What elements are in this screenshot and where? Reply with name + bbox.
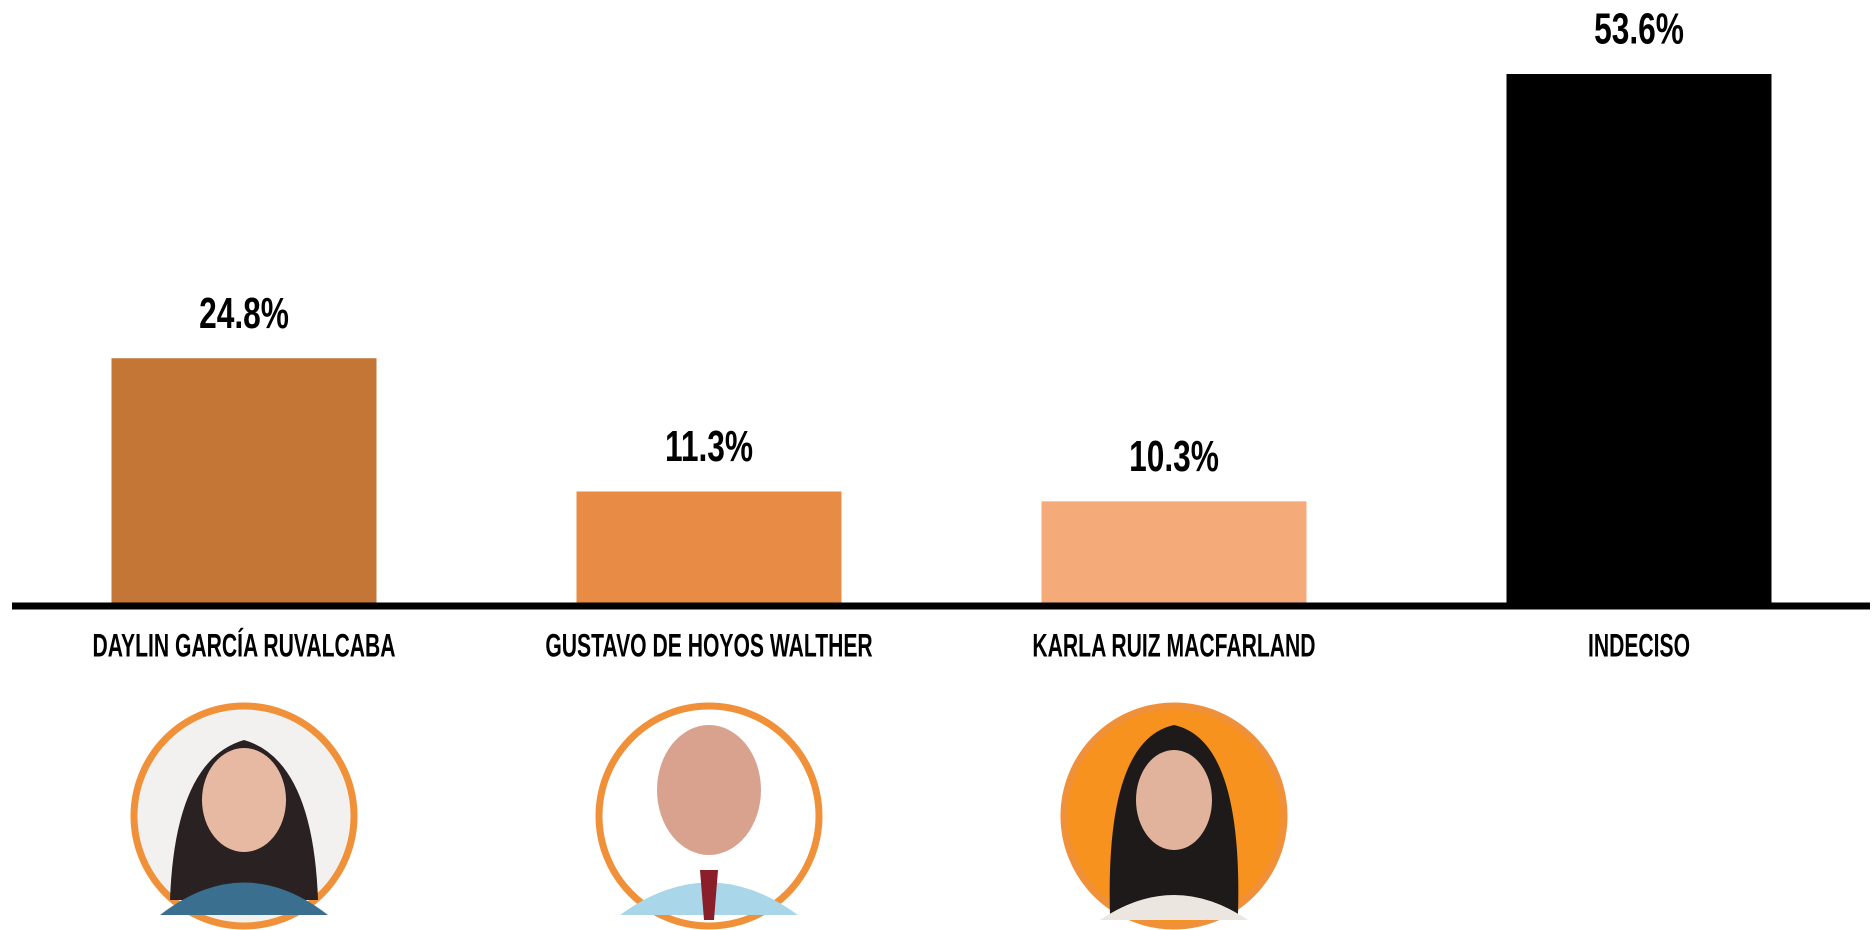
candidate-photos	[130, 702, 1288, 930]
bar	[1041, 501, 1307, 603]
category-label: GUSTAVO DE HOYOS WALTHER	[545, 627, 872, 663]
photo	[130, 702, 358, 930]
category-label: DAYLIN GARCÍA RUVALCABA	[92, 627, 395, 663]
bar	[1506, 74, 1772, 603]
value-label: 24.8%	[199, 289, 289, 338]
photo	[595, 702, 823, 930]
category-label: INDECISO	[1588, 627, 1690, 663]
bar	[576, 491, 842, 603]
bar	[111, 358, 377, 603]
category-label: KARLA RUIZ MACFARLAND	[1032, 627, 1315, 663]
value-label: 11.3%	[665, 422, 753, 471]
photo	[1060, 702, 1288, 930]
value-label: 53.6%	[1594, 5, 1684, 54]
value-label: 10.3%	[1129, 432, 1219, 481]
